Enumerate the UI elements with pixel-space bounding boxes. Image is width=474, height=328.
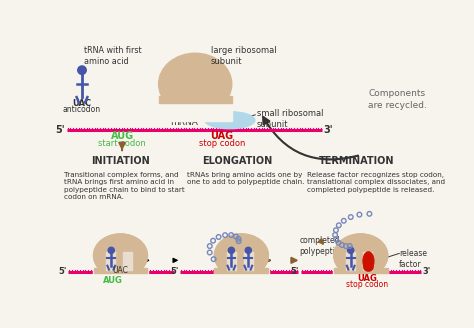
Bar xyxy=(363,252,372,270)
Circle shape xyxy=(78,66,86,74)
Text: stop codon: stop codon xyxy=(346,280,388,289)
Text: 5': 5' xyxy=(291,267,299,277)
Ellipse shape xyxy=(334,234,388,277)
Text: UAG: UAG xyxy=(357,274,377,283)
Ellipse shape xyxy=(93,234,147,277)
Bar xyxy=(214,268,268,274)
Bar xyxy=(227,252,236,270)
Text: tRNAs bring amino acids one by
one to add to polypeptide chain.: tRNAs bring amino acids one by one to ad… xyxy=(188,172,305,185)
Circle shape xyxy=(108,247,114,254)
Bar xyxy=(106,252,115,270)
Bar xyxy=(93,268,147,274)
Text: 3': 3' xyxy=(324,125,333,135)
Ellipse shape xyxy=(334,234,388,277)
Text: completed
polypeptide: completed polypeptide xyxy=(299,236,345,256)
Text: UAG: UAG xyxy=(210,132,234,141)
Ellipse shape xyxy=(214,234,268,277)
Text: stop codon: stop codon xyxy=(199,139,246,148)
Text: large ribosomal
subunit: large ribosomal subunit xyxy=(210,46,276,66)
Text: mRNA: mRNA xyxy=(170,118,198,127)
Bar xyxy=(346,252,356,270)
Text: AUG: AUG xyxy=(103,276,123,285)
Text: small ribosomal
subunit: small ribosomal subunit xyxy=(257,109,323,129)
Ellipse shape xyxy=(205,112,255,129)
Text: UAC: UAC xyxy=(73,99,91,108)
Text: INITIATION: INITIATION xyxy=(91,156,150,166)
Text: 3': 3' xyxy=(422,267,430,277)
Bar xyxy=(159,96,232,103)
Ellipse shape xyxy=(93,234,147,277)
Text: 5': 5' xyxy=(55,125,65,135)
Bar xyxy=(159,102,232,121)
Text: 5': 5' xyxy=(170,267,178,277)
Circle shape xyxy=(347,247,354,254)
Text: Release factor recognizes stop codon,
translational complex dissociates, and
com: Release factor recognizes stop codon, tr… xyxy=(307,172,445,193)
Circle shape xyxy=(228,247,235,254)
Text: release
factor: release factor xyxy=(399,249,427,269)
Ellipse shape xyxy=(214,234,268,277)
Text: 5': 5' xyxy=(58,267,66,277)
Ellipse shape xyxy=(220,273,263,287)
Bar xyxy=(93,270,148,314)
Bar xyxy=(334,268,388,274)
Bar xyxy=(333,270,389,314)
Ellipse shape xyxy=(363,252,374,270)
Bar xyxy=(214,270,269,314)
Text: Components
are recycled.: Components are recycled. xyxy=(368,90,427,110)
Bar xyxy=(244,252,253,270)
FancyArrowPatch shape xyxy=(263,117,358,159)
Text: Transitional complex forms, and
tRNA brings first amino acid in
polypeptide chai: Transitional complex forms, and tRNA bri… xyxy=(64,172,185,200)
Text: UAC: UAC xyxy=(112,266,128,276)
Ellipse shape xyxy=(159,53,232,115)
Text: TERMINATION: TERMINATION xyxy=(319,156,395,166)
Ellipse shape xyxy=(99,273,142,287)
Text: anticodon: anticodon xyxy=(63,105,101,114)
Text: tRNA with first
amino acid: tRNA with first amino acid xyxy=(83,46,141,66)
Circle shape xyxy=(245,247,251,254)
Ellipse shape xyxy=(339,273,383,287)
Text: ELONGATION: ELONGATION xyxy=(202,156,273,166)
Bar xyxy=(123,252,132,270)
Text: AUG: AUG xyxy=(110,132,134,141)
Ellipse shape xyxy=(364,263,373,271)
Text: start codon: start codon xyxy=(98,139,146,148)
